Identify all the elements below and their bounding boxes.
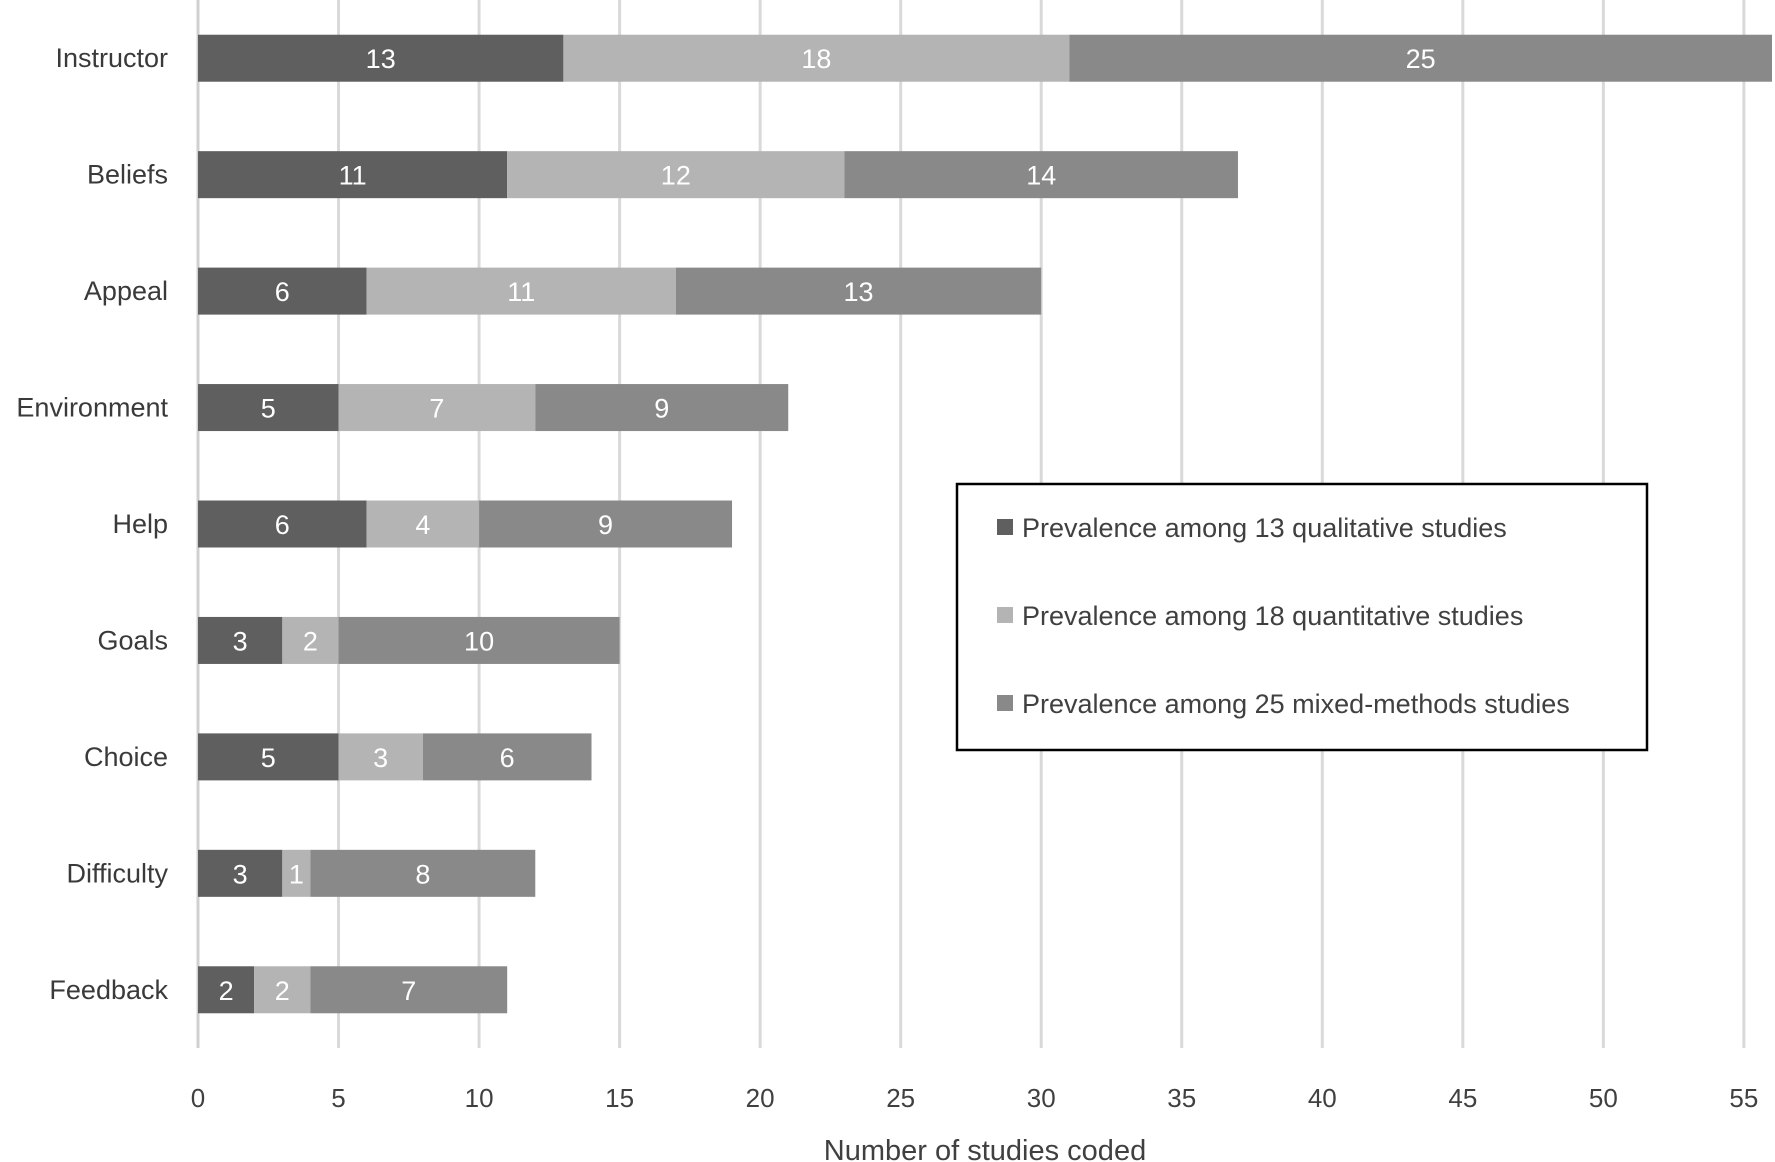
bar-segment-1 <box>198 384 339 432</box>
bar-segment-1 <box>198 966 255 1014</box>
data-label: 10 <box>464 626 494 656</box>
data-label: 7 <box>401 976 416 1006</box>
data-label: 3 <box>233 859 248 889</box>
category-label: Beliefs <box>87 160 168 190</box>
data-label: 3 <box>233 626 248 656</box>
category-label: Instructor <box>55 43 168 73</box>
x-tick-label: 20 <box>746 1083 775 1113</box>
data-label: 2 <box>303 626 318 656</box>
bar-segment-3 <box>422 733 592 781</box>
bar-segment-2 <box>282 616 339 664</box>
bar-segment-1 <box>198 616 283 664</box>
bar-segment-3 <box>535 384 789 432</box>
legend-swatch <box>997 519 1013 535</box>
bar-segment-1 <box>198 34 564 82</box>
data-label: 6 <box>275 510 290 540</box>
bar-segment-3 <box>310 966 508 1014</box>
x-tick-label: 0 <box>191 1083 205 1113</box>
data-label: 13 <box>843 277 873 307</box>
category-label: Environment <box>16 393 168 423</box>
x-tick-label: 25 <box>886 1083 915 1113</box>
bar-segment-3 <box>675 267 1042 315</box>
bar-segment-3 <box>479 500 733 548</box>
bar-segment-1 <box>198 733 339 781</box>
bar-segment-3 <box>844 151 1238 199</box>
x-axis-title: Number of studies coded <box>824 1135 1146 1162</box>
bar-segment-2 <box>338 384 536 432</box>
bar-segment-2 <box>338 733 423 781</box>
legend: Prevalence among 13 qualitative studies P… <box>955 482 1649 752</box>
data-label: 25 <box>1406 44 1436 74</box>
bar-segment-1 <box>198 267 367 315</box>
legend-swatch <box>997 607 1013 623</box>
data-label: 2 <box>219 976 234 1006</box>
bar-segment-2 <box>282 849 311 897</box>
data-label: 18 <box>801 44 831 74</box>
data-label: 1 <box>289 859 304 889</box>
data-label: 5 <box>261 743 276 773</box>
bar-segment-2 <box>366 267 676 315</box>
bar-segment-2 <box>254 966 311 1014</box>
bar-segment-2 <box>563 34 1070 82</box>
category-label: Feedback <box>49 975 168 1005</box>
bar-segment-2 <box>366 500 480 548</box>
category-label: Difficulty <box>66 858 168 888</box>
data-label: 12 <box>661 161 691 191</box>
data-label: 8 <box>415 859 430 889</box>
data-label: 13 <box>366 44 396 74</box>
x-tick-label: 35 <box>1167 1083 1196 1113</box>
data-label: 9 <box>598 510 613 540</box>
category-axis: Instructor Beliefs Appeal Environment Help Go… <box>16 43 168 1005</box>
x-tick-label: 10 <box>465 1083 494 1113</box>
data-label: 2 <box>275 976 290 1006</box>
value-axis-ticks: 0 5 10 15 20 25 30 35 40 45 50 55 <box>191 1083 1759 1113</box>
legend-box <box>955 482 1649 752</box>
bars <box>198 34 1772 1014</box>
x-tick-label: 50 <box>1589 1083 1618 1113</box>
bar-segment-3 <box>310 849 536 897</box>
data-label: 6 <box>500 743 515 773</box>
bar-segment-1 <box>198 849 283 897</box>
category-label: Appeal <box>84 276 168 306</box>
x-tick-label: 5 <box>331 1083 345 1113</box>
legend-label: Prevalence among 18 quantitative studies <box>1022 601 1523 631</box>
category-label: Help <box>112 509 168 539</box>
category-label: Choice <box>84 742 168 772</box>
bar-segment-3 <box>1069 34 1772 82</box>
x-tick-label: 45 <box>1448 1083 1477 1113</box>
legend-label: Prevalence among 25 mixed-methods studie… <box>1022 689 1570 719</box>
data-label: 6 <box>275 277 290 307</box>
bar-segment-1 <box>198 500 367 548</box>
bar-segment-1 <box>198 151 508 199</box>
data-label: 11 <box>507 277 535 307</box>
bar-segment-3 <box>338 616 620 664</box>
legend-swatch <box>997 695 1013 711</box>
x-tick-label: 30 <box>1027 1083 1056 1113</box>
data-label: 11 <box>339 161 367 191</box>
x-tick-label: 40 <box>1308 1083 1337 1113</box>
bar-segment-2 <box>507 151 845 199</box>
data-label: 9 <box>654 394 669 424</box>
x-tick-label: 15 <box>605 1083 634 1113</box>
data-label: 3 <box>373 743 388 773</box>
x-tick-label: 55 <box>1729 1083 1758 1113</box>
data-label: 5 <box>261 394 276 424</box>
data-label: 14 <box>1026 161 1056 191</box>
data-label: 4 <box>415 510 430 540</box>
legend-label: Prevalence among 13 qualitative studies <box>1022 513 1507 543</box>
category-label: Goals <box>97 625 168 655</box>
data-label: 7 <box>429 394 444 424</box>
